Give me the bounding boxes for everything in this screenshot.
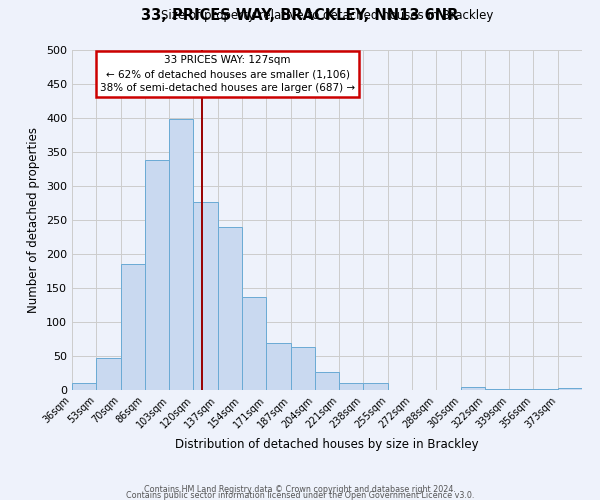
Text: 33 PRICES WAY: 127sqm
← 62% of detached houses are smaller (1,106)
38% of semi-d: 33 PRICES WAY: 127sqm ← 62% of detached … [100, 55, 355, 93]
Bar [218, 227, 242, 390]
Y-axis label: Number of detached properties: Number of detached properties [28, 127, 40, 313]
Text: Contains public sector information licensed under the Open Government Licence v3: Contains public sector information licen… [126, 490, 474, 500]
X-axis label: Distribution of detached houses by size in Brackley: Distribution of detached houses by size … [175, 438, 479, 451]
Bar [193, 202, 218, 390]
Bar [461, 386, 485, 390]
Bar [533, 388, 558, 390]
Bar [315, 372, 339, 390]
Bar [169, 120, 193, 390]
Bar [96, 358, 121, 390]
Text: 33, PRICES WAY, BRACKLEY, NN13 6NR: 33, PRICES WAY, BRACKLEY, NN13 6NR [142, 8, 458, 22]
Title: Size of property relative to detached houses in Brackley: Size of property relative to detached ho… [161, 10, 493, 22]
Bar [339, 383, 364, 390]
Bar [509, 388, 533, 390]
Bar [485, 388, 509, 390]
Bar [558, 388, 582, 390]
Bar [72, 383, 96, 390]
Bar [364, 383, 388, 390]
Bar [121, 264, 145, 390]
Bar [242, 297, 266, 390]
Text: Contains HM Land Registry data © Crown copyright and database right 2024.: Contains HM Land Registry data © Crown c… [144, 484, 456, 494]
Bar [266, 343, 290, 390]
Bar [145, 160, 169, 390]
Bar [290, 347, 315, 390]
